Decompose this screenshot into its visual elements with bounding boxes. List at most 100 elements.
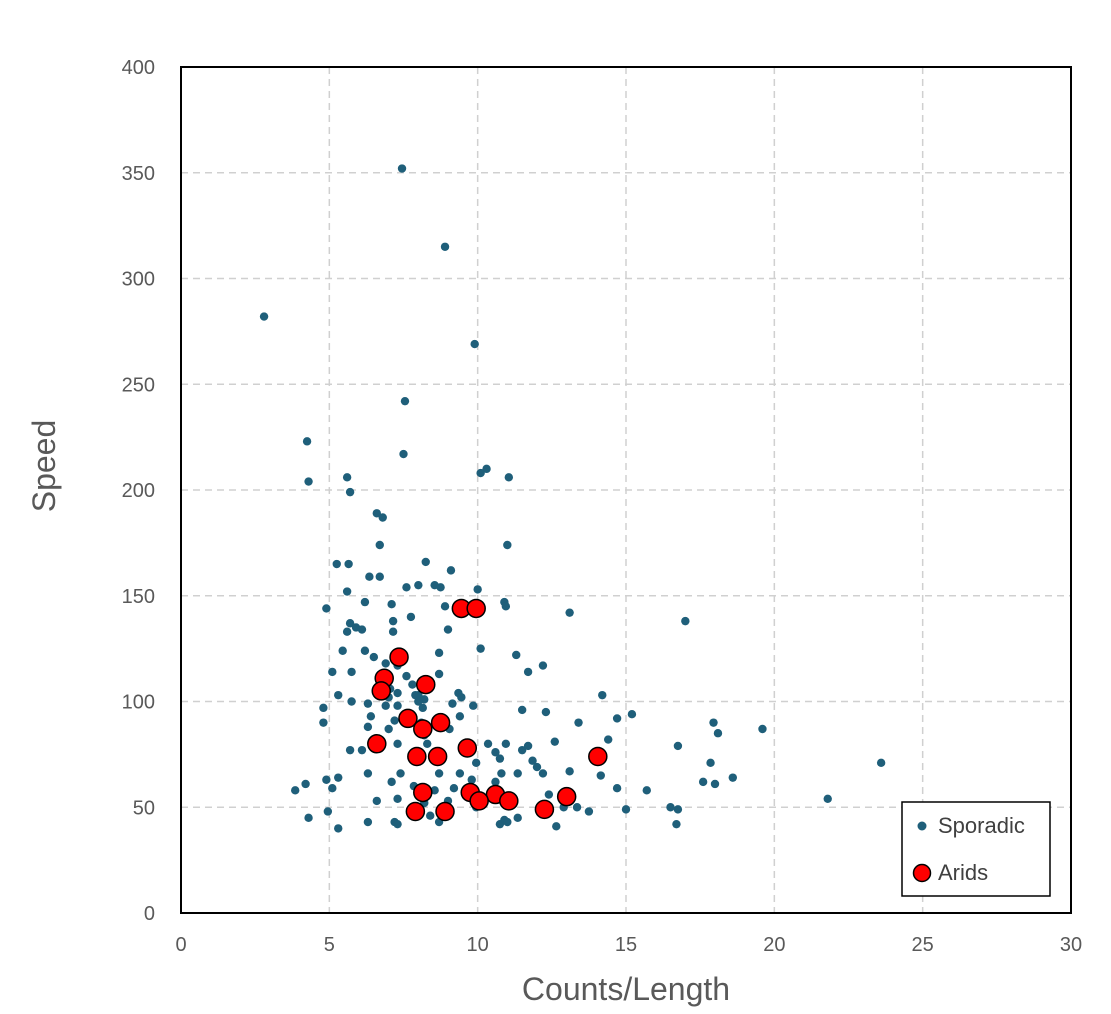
data-point-sporadic	[345, 487, 355, 497]
data-point-sporadic	[372, 796, 381, 806]
data-point-sporadic	[455, 712, 465, 721]
data-point-arids	[367, 734, 387, 754]
y-tick-label: 350	[122, 163, 155, 185]
data-point-sporadic	[552, 822, 561, 831]
data-point-sporadic	[414, 697, 423, 706]
data-point-sporadic	[491, 777, 500, 787]
data-point-sporadic	[709, 718, 718, 727]
data-point-sporadic	[470, 339, 479, 349]
data-point-sporadic	[418, 703, 427, 713]
data-point-sporadic	[393, 819, 402, 829]
data-point-sporadic	[823, 794, 832, 803]
data-point-sporadic	[381, 659, 390, 668]
data-point-sporadic	[291, 786, 300, 795]
data-point-sporadic	[448, 699, 457, 708]
data-point-sporadic	[322, 775, 331, 784]
data-point-sporadic	[434, 648, 444, 658]
data-point-arids	[466, 598, 486, 619]
data-point-sporadic	[384, 724, 393, 734]
data-point-sporadic	[388, 627, 398, 636]
data-point-sporadic	[342, 627, 352, 636]
data-point-sporadic	[728, 773, 737, 782]
data-point-arids	[413, 782, 433, 803]
data-point-arids	[407, 746, 427, 767]
data-point-sporadic	[396, 769, 405, 778]
data-point-sporadic	[517, 705, 527, 715]
data-point-sporadic	[503, 817, 512, 827]
data-point-sporadic	[304, 813, 313, 823]
data-point-sporadic	[469, 701, 478, 710]
data-point-sporadic	[323, 807, 333, 816]
data-point-sporadic	[387, 777, 396, 787]
data-point-sporadic	[357, 625, 367, 634]
data-point-sporadic	[338, 646, 347, 655]
data-point-sporadic	[363, 817, 373, 827]
data-point-sporadic	[501, 602, 511, 611]
x-tick-label: 5	[324, 934, 335, 956]
data-point-sporadic	[612, 714, 622, 723]
data-point-sporadic	[393, 794, 402, 803]
legend: Sporadic Arids	[901, 801, 1051, 897]
data-point-arids	[457, 738, 478, 758]
y-tick-label: 100	[122, 692, 155, 714]
data-point-sporadic	[360, 646, 370, 655]
data-point-sporadic	[345, 745, 355, 755]
y-tick-label: 0	[144, 903, 155, 925]
data-point-sporadic	[523, 741, 533, 751]
data-point-sporadic	[584, 807, 594, 816]
data-point-arids	[556, 786, 577, 807]
data-point-sporadic	[513, 769, 522, 778]
x-tick-label: 0	[175, 934, 186, 956]
data-point-sporadic	[369, 652, 379, 662]
data-point-sporadic	[572, 803, 582, 812]
data-point-sporadic	[698, 777, 708, 787]
data-point-sporadic	[621, 805, 631, 814]
y-axis-title: Speed	[26, 420, 62, 513]
data-point-sporadic	[381, 701, 390, 710]
data-point-sporadic	[378, 513, 387, 522]
y-tick-label: 200	[122, 480, 155, 502]
plot-frame	[180, 66, 1072, 914]
data-point-sporadic	[402, 671, 411, 681]
data-point-sporadic	[322, 604, 331, 613]
data-point-sporadic	[388, 616, 398, 626]
data-point-sporadic	[332, 559, 341, 569]
data-point-sporadic	[408, 680, 417, 689]
data-point-sporadic	[423, 739, 432, 748]
data-point-sporadic	[512, 650, 521, 660]
grid-lines	[181, 67, 1071, 913]
data-point-sporadic	[434, 769, 444, 778]
data-point-sporadic	[528, 756, 537, 765]
data-point-sporadic	[397, 164, 407, 173]
data-point-arids	[413, 719, 433, 739]
data-point-sporadic	[406, 612, 416, 622]
x-tick-label: 30	[1060, 934, 1082, 956]
data-point-arids	[427, 746, 448, 767]
data-point-sporadic	[517, 745, 527, 755]
data-point-sporadic	[565, 767, 574, 776]
data-point-sporadic	[328, 667, 337, 677]
data-point-sporadic	[363, 722, 373, 732]
y-tick-label: 50	[133, 797, 155, 819]
data-point-sporadic	[495, 754, 505, 763]
data-point-sporadic	[443, 625, 453, 634]
data-point-sporadic	[414, 580, 423, 590]
data-point-sporadic	[344, 559, 353, 569]
data-point-sporadic	[501, 739, 511, 748]
data-point-arids	[371, 681, 391, 701]
data-point-sporadic	[399, 449, 408, 459]
data-point-sporadic	[491, 748, 500, 757]
data-point-sporadic	[473, 585, 482, 594]
data-point-sporadic	[387, 600, 396, 609]
series-sporadic	[259, 164, 886, 833]
x-tick-label: 10	[467, 934, 489, 956]
data-point-sporadic	[673, 741, 683, 751]
data-point-sporadic	[375, 540, 384, 550]
data-point-sporadic	[627, 709, 637, 719]
data-point-sporadic	[523, 667, 533, 677]
data-point-arids	[416, 674, 436, 695]
legend-label-arids: Arids	[938, 860, 988, 885]
y-tick-label: 300	[122, 269, 155, 291]
data-point-sporadic	[504, 473, 514, 482]
